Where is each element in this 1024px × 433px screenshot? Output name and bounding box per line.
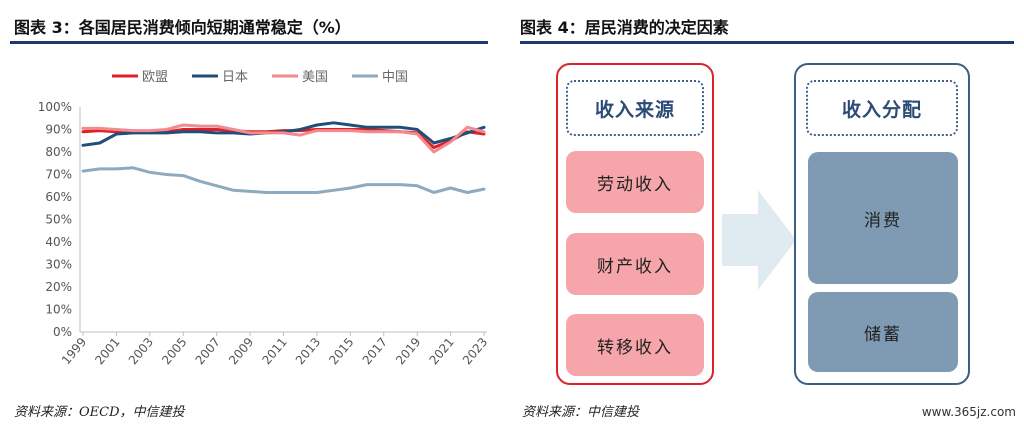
x-tick-label: 2013 [293,335,323,367]
x-tick-label: 2011 [259,335,289,367]
y-tick-label: 50% [45,213,72,227]
y-tick-label: 60% [45,190,72,204]
diagram-title: 图表 4：居民消费的决定因素 [520,18,729,37]
property-income-item: 财产收入 [566,233,704,295]
x-tick-label: 2005 [159,335,189,367]
x-tick-label: 1999 [59,335,89,367]
income-sources-heading: 收入来源 [566,80,704,136]
series-line-3 [81,123,486,154]
x-tick-label: 2023 [460,335,490,367]
y-tick-label: 20% [45,280,72,294]
x-tick-label: 2019 [393,335,423,367]
x-tick-label: 2015 [326,335,356,367]
y-tick-label: 30% [45,258,72,272]
series-line-4 [81,166,486,194]
left-figure: 图表 3：各国居民消费倾向短期通常稳定（%） 0% 10% 20% 30% 40% 50%… [0,0,500,433]
y-tick-label: 40% [45,235,72,249]
title-rule-right [520,41,1014,44]
legend-label: 美国 [302,70,328,85]
consumption-item: 消费 [808,152,958,284]
x-tick-label: 2003 [126,335,156,367]
x-tick-label: 2021 [427,335,457,367]
legend-label: 欧盟 [142,70,168,85]
legend-label: 中国 [382,70,408,85]
x-tick-label: 2007 [193,335,223,367]
title-rule [10,41,488,44]
y-tick-label: 70% [45,168,72,182]
right-figure: 图表 4：居民消费的决定因素 收入来源 劳动收入 财产收入 转移收入 收入分配 … [520,0,1024,433]
savings-item: 储蓄 [808,292,958,372]
income-allocation-heading: 收入分配 [806,80,958,136]
transfer-income-item: 转移收入 [566,314,704,376]
x-tick-label: 2001 [92,335,122,367]
legend-label: 日本 [222,70,248,85]
x-tick-label: 2009 [226,335,256,367]
x-tick-label: 2017 [360,335,390,367]
line-chart: 0%10%20%30%40%50%60%70%80%90%100%1999 200… [38,70,491,367]
labor-income-item: 劳动收入 [566,151,704,213]
y-tick-label: 80% [45,145,72,159]
diagram-source: 资料来源：中信建投 [522,405,640,420]
y-tick-label: 0% [53,325,72,339]
chart-source: 资料来源：OECD，中信建投 [14,405,185,420]
y-tick-label: 100% [38,100,72,114]
y-tick-label: 10% [45,303,72,317]
watermark: www.365jz.com [921,405,1016,419]
chart-title: 图表 3：各国居民消费倾向短期通常稳定（%） [14,18,351,37]
right-arrow-icon [722,190,796,290]
y-tick-label: 90% [45,123,72,137]
